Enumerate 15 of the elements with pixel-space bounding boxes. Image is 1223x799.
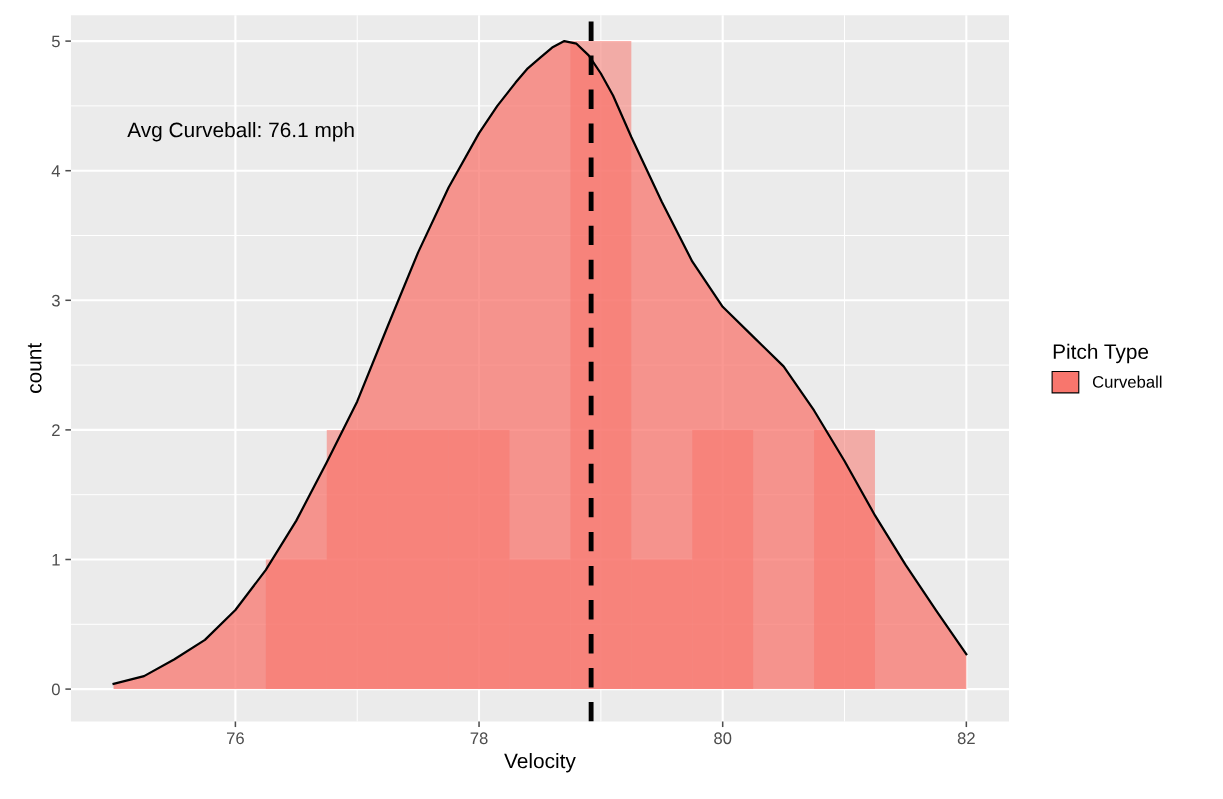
x-axis-title: Velocity <box>504 753 576 773</box>
y-axis-title: count <box>27 343 42 393</box>
x-tick-label: 78 <box>470 732 488 745</box>
x-tick-label: 80 <box>714 732 732 745</box>
x-tick-label: 82 <box>957 732 975 745</box>
y-tick-label: 1 <box>52 554 60 566</box>
legend-title: Pitch Type <box>1053 343 1149 364</box>
y-tick-label: 5 <box>51 35 60 48</box>
y-tick-label: 4 <box>51 165 61 177</box>
y-tick-label: 2 <box>52 424 60 436</box>
annotation: Avg Curveball: 76.1 mph <box>127 122 354 142</box>
x-tick-label: 76 <box>226 732 244 745</box>
y-tick-label: 3 <box>51 294 60 307</box>
y-tick-label: 0 <box>51 683 60 696</box>
legend-label: Curveball <box>1092 375 1162 388</box>
